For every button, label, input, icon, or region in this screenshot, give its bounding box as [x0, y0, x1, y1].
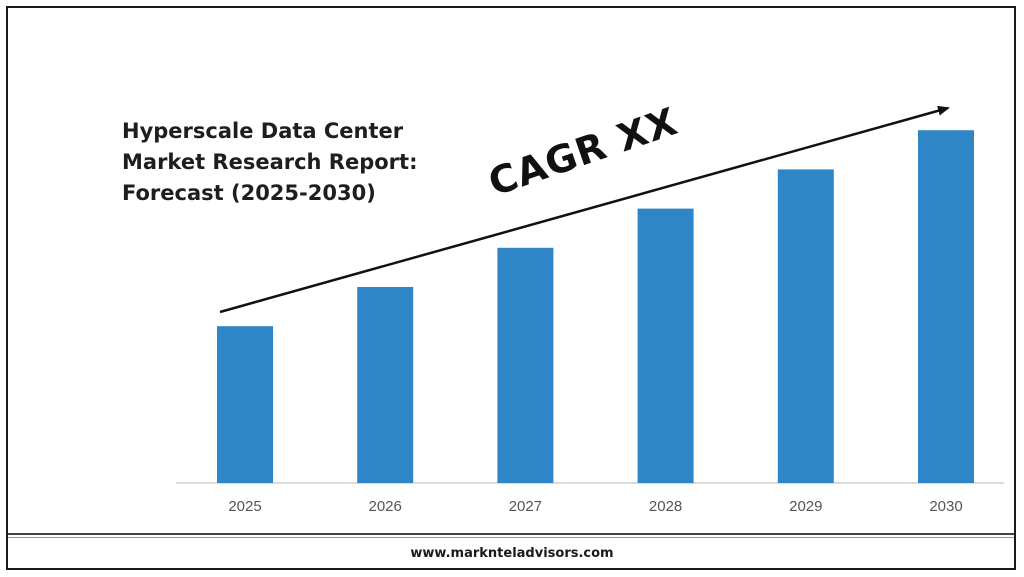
bar-2026 — [357, 287, 414, 483]
title-line-1: Hyperscale Data Center — [122, 119, 404, 143]
x-tick-label-2025: 2025 — [228, 498, 261, 515]
bar-2025 — [217, 326, 273, 483]
x-tick-label-2027: 2027 — [509, 498, 542, 515]
footer-url[interactable]: www.marknteladvisors.com — [410, 546, 614, 561]
x-tick-labels: 2025 2026 2027 2028 2029 2030 — [228, 498, 962, 515]
x-tick-label-2029: 2029 — [789, 498, 822, 515]
growth-arrow — [219, 105, 950, 314]
footer-divider-thin — [8, 537, 1014, 538]
title-line-2: Market Research Report: — [122, 150, 418, 174]
bars-group — [217, 130, 974, 483]
bar-2027 — [497, 247, 554, 483]
bar-2028 — [637, 208, 694, 483]
x-tick-label-2030: 2030 — [929, 498, 962, 515]
x-tick-label-2028: 2028 — [649, 498, 682, 515]
title-line-3: Forecast (2025-2030) — [122, 181, 376, 205]
chart-title: Hyperscale Data Center Market Research R… — [122, 116, 417, 209]
bar-2030 — [918, 130, 974, 483]
x-tick-label-2026: 2026 — [369, 498, 402, 515]
footer-divider — [8, 533, 1014, 535]
bar-2029 — [777, 169, 834, 483]
